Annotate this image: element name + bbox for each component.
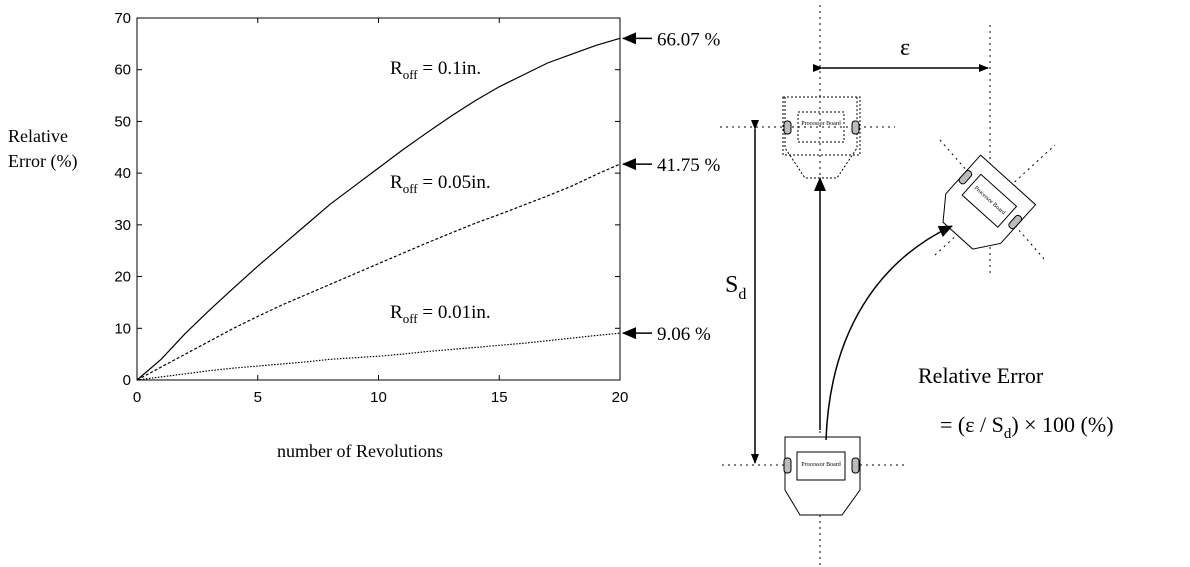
y-tick-label: 20 [114,269,131,286]
series-line [137,38,620,380]
board-label: Processor Board [801,462,841,468]
x-tick-label: 5 [254,389,262,406]
series-label: Roff = 0.01in. [390,302,491,326]
distance-main: S [725,272,738,298]
formula-end: ) × 100 (%) [1011,412,1113,437]
series-suffix: = 0.01in. [418,302,491,323]
series-name: R [390,172,403,193]
x-tick-label: 0 [133,389,141,406]
motion-arrow [826,226,952,440]
series-subscript: off [403,67,419,82]
distance-sub: d [738,286,746,303]
end-label: 9.06 % [657,324,711,345]
x-tick-label: 15 [491,389,508,406]
end-label: 41.75 % [657,155,721,176]
y-tick-label: 10 [114,320,131,337]
formula: = (ε / Sd) × 100 (%) [940,412,1114,442]
series-line [137,333,620,380]
series-label: Roff = 0.05in. [390,172,491,196]
wheel [784,121,791,134]
x-tick-label: 10 [370,389,387,406]
target-robot [783,97,860,178]
wheel [852,121,859,134]
x-axis-label: number of Revolutions [277,441,443,461]
end-label: 66.07 % [657,29,721,50]
series-name: R [390,302,403,323]
series-suffix: = 0.1in. [418,58,482,79]
robot-diagram: ε Sd Processor Board Processor Board [720,5,1114,565]
series-subscript: off [403,181,419,196]
y-tick-label: 60 [114,62,131,79]
y-tick-label: 0 [123,372,131,389]
y-tick-label: 70 [114,10,131,27]
y-tick-label: 50 [114,113,131,130]
series-name: R [390,58,403,79]
plot-frame [137,18,620,380]
distance-label: Sd [725,272,746,303]
series-line [137,164,620,380]
series-label: Roff = 0.1in. [390,58,481,82]
rotated-robot: Processor Board [930,155,1035,260]
y-axis-label: Error (%) [8,151,77,172]
board-label: Processor Board [801,121,841,127]
y-tick-label: 30 [114,217,131,234]
formula-start: = (ε / S [940,412,1004,437]
chart: 0 10 20 30 40 50 60 70 0 5 10 15 20 Relative Error (%)… [8,10,721,461]
series-suffix: = 0.05in. [418,172,491,193]
y-axis-label: Relative [8,126,68,146]
series-subscript: off [403,311,419,326]
figure: 0 10 20 30 40 50 60 70 0 5 10 15 20 Relative Error (%)… [0,0,1190,567]
formula-title: Relative Error [918,363,1044,388]
y-tick-label: 40 [114,165,131,182]
start-robot [784,437,860,515]
epsilon-label: ε [900,35,910,61]
x-tick-label: 20 [612,389,629,406]
